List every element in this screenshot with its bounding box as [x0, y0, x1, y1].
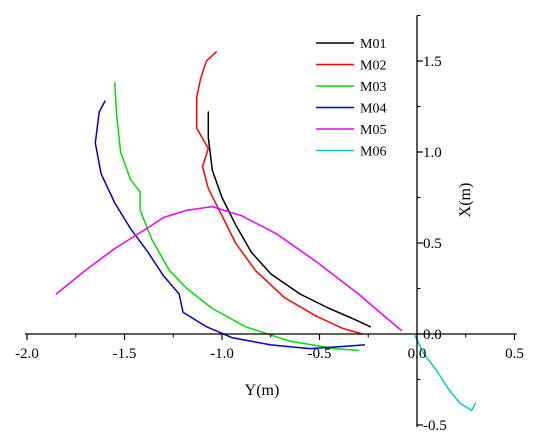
legend-label: M04 [360, 102, 386, 117]
series-line-m02 [195, 51, 364, 335]
legend-label: M06 [360, 145, 386, 160]
y-tick-label: 0.5 [423, 236, 442, 252]
y-tick-label: -0.5 [423, 418, 447, 434]
ticks-layer: -2.0 -1.5 -1.0 -0.5 0.0 0.5 -0.5 0.0 0.5 1.0 1.5 [15, 15, 524, 434]
y-tick-label: 1.0 [423, 145, 442, 161]
legend: M01 M02 M03 M04 M05 M06 [316, 37, 386, 160]
legend-label: M01 [360, 37, 386, 52]
x-tick-label: 0.5 [505, 346, 524, 362]
x-tick-label: -2.0 [15, 346, 39, 362]
legend-label: M02 [360, 59, 386, 74]
y-tick-label: 0.0 [423, 327, 442, 343]
series-line-m06 [414, 335, 477, 412]
y-tick-label: 1.5 [423, 54, 442, 70]
series-layer [55, 51, 477, 412]
x-tick-label: -1.0 [210, 346, 234, 362]
x-tick-label: -0.5 [308, 346, 332, 362]
x-tick-label: -1.5 [113, 346, 137, 362]
y-axis-label: X(m) [457, 183, 474, 218]
legend-label: M03 [360, 80, 386, 95]
legend-label: M05 [360, 123, 386, 138]
axes-layer [25, 15, 517, 427]
series-line-m05 [55, 205, 403, 332]
series-line-m03 [114, 82, 360, 352]
series-line-m04 [94, 100, 366, 350]
x-tick-label: 0.0 [408, 346, 427, 362]
x-axis-label: Y(m) [245, 382, 280, 399]
series-line-m01 [207, 111, 371, 328]
